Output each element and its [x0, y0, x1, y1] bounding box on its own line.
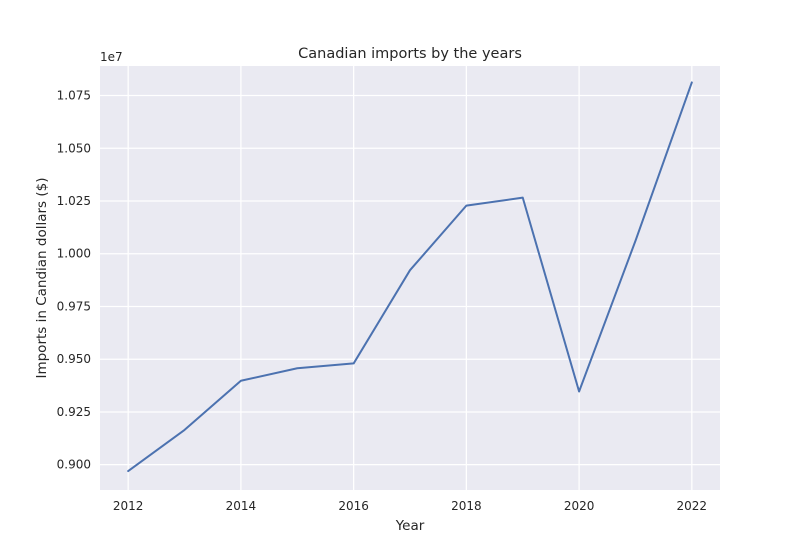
chart-title: Canadian imports by the years [298, 46, 522, 62]
x-tick-label: 2022 [677, 499, 708, 513]
y-tick-label: 1.050 [57, 141, 91, 155]
y-axis-label: Imports in Candian dollars ($) [34, 177, 50, 378]
y-axis-ticks: 0.900 0.925 0.950 0.975 1.000 1.025 1.050 1.075 [57, 89, 91, 472]
series-line [127, 81, 693, 473]
y-tick-label: 0.925 [57, 405, 91, 419]
series-layer [127, 81, 693, 473]
y-tick-label: 1.025 [57, 194, 91, 208]
x-tick-label: 2018 [451, 499, 482, 513]
y-tick-label: 1.075 [57, 89, 91, 103]
y-tick-label: 0.900 [57, 458, 91, 472]
y-tick-label: 1.000 [57, 247, 91, 261]
x-tick-label: 2020 [564, 499, 595, 513]
grid-lines [100, 66, 720, 490]
y-tick-label: 0.950 [57, 352, 91, 366]
y-axis-offset-label: 1e7 [100, 50, 123, 64]
x-tick-label: 2012 [113, 499, 144, 513]
x-tick-label: 2014 [226, 499, 257, 513]
plot-area [100, 66, 720, 490]
y-tick-label: 0.975 [57, 299, 91, 313]
x-axis-ticks: 2012 2014 2016 2018 2020 2022 [113, 499, 707, 513]
x-tick-label: 2016 [338, 499, 369, 513]
x-axis-label: Year [395, 518, 425, 534]
